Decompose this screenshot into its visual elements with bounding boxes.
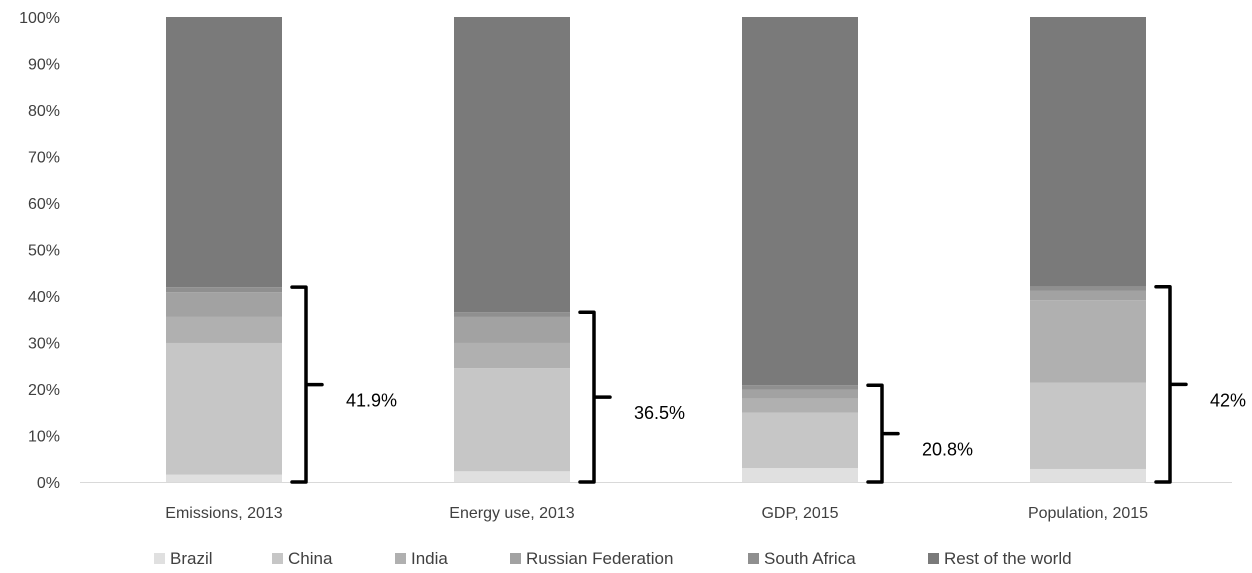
y-tick-label: 40% [28,289,60,306]
legend-label: Brazil [170,549,213,568]
legend-swatch [154,553,165,564]
bracket [578,310,612,484]
legend-swatch [510,553,521,564]
bar-segment-russian-federation [454,316,570,343]
bracket-annotations: 41.9% 36.5% 20.8% 42% [290,284,1246,484]
y-tick-label: 0% [37,475,60,492]
bar-segment-china [166,342,282,475]
bar-segment-rest-of-the-world [166,17,282,288]
legend-label: Rest of the world [944,549,1072,568]
y-tick-label: 20% [28,382,60,399]
bracket-label: 41.9% [346,391,397,411]
bracket [866,383,900,484]
legend-swatch [395,553,406,564]
legend-item: India [395,549,448,568]
legend-item: Brazil [154,549,213,568]
legend: Brazil China India Russian Federation South … [154,549,1072,568]
legend-item: Rest of the world [928,549,1072,568]
y-tick-label: 60% [28,196,60,213]
bar-stack [1030,17,1146,482]
bar-segment-rest-of-the-world [742,17,858,386]
bar-segment-china [1030,382,1146,469]
y-tick-label: 70% [28,150,60,167]
bar-segment-china [454,368,570,472]
category-label: Emissions, 2013 [165,505,282,522]
bracket [1154,284,1188,484]
legend-label: India [411,549,448,568]
y-tick-label: 90% [28,57,60,74]
bar-segment-russian-federation [1030,290,1146,301]
legend-item: South Africa [748,549,856,568]
bracket [290,285,324,484]
legend-swatch [928,553,939,564]
bar-segment-rest-of-the-world [1030,17,1146,287]
bar-stack [166,17,282,482]
bar-stack [742,17,858,482]
legend-label: South Africa [764,549,856,568]
bracket-label: 42% [1210,390,1246,410]
bar-segment-south-africa [454,312,570,317]
legend-swatch [272,553,283,564]
bar-segment-india [1030,300,1146,383]
y-tick-label: 80% [28,103,60,120]
y-tick-label: 50% [28,243,60,260]
bar-segment-south-africa [742,385,858,390]
bar-segment-india [166,316,282,343]
legend-label: Russian Federation [526,549,673,568]
bar-segment-rest-of-the-world [454,17,570,313]
y-axis: 0% 10% 20% 30% 40% 50% 60% 70% 80% 90% 100% [19,10,60,492]
bar-segment-china [742,412,858,469]
y-tick-label: 30% [28,336,60,353]
bar-segment-russian-federation [742,389,858,399]
bar-segment-brazil [742,468,858,482]
bar-segment-south-africa [1030,286,1146,291]
legend-item: China [272,549,333,568]
bar-segment-russian-federation [166,292,282,317]
category-label: Energy use, 2013 [449,505,575,522]
bar-stack [454,17,570,482]
category-label: GDP, 2015 [761,505,838,522]
bracket-label: 20.8% [922,440,973,460]
legend-item: Russian Federation [510,549,673,568]
category-label: Population, 2015 [1028,505,1148,522]
bar-segment-brazil [166,474,282,482]
bar-segment-india [454,342,570,369]
bar-segment-south-africa [166,287,282,293]
category-labels: Emissions, 2013 Energy use, 2013 GDP, 2015… [165,505,1148,522]
bars [166,17,1146,482]
bracket-label: 36.5% [634,403,685,423]
y-tick-label: 10% [28,429,60,446]
bar-segment-brazil [454,471,570,482]
legend-label: China [288,549,333,568]
bar-segment-brazil [1030,468,1146,482]
bar-segment-india [742,398,858,413]
legend-swatch [748,553,759,564]
y-tick-label: 100% [19,10,60,27]
